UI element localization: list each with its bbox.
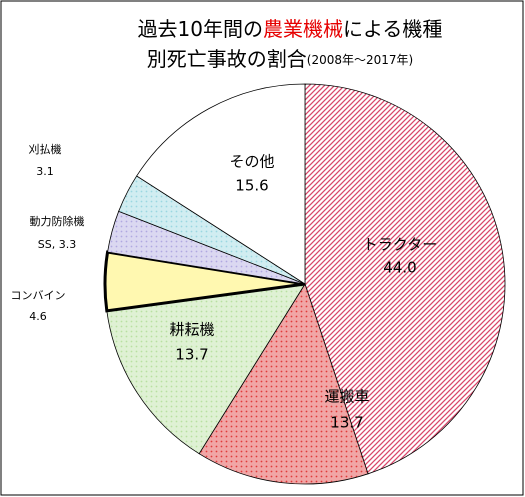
slice-label: 動力防除機: [30, 214, 85, 228]
slice-label: 刈払機: [29, 142, 62, 156]
slice-label: その他: [229, 153, 274, 171]
title-part: 過去10年間の: [138, 17, 263, 41]
title-highlight: 農業機械: [263, 17, 343, 41]
slice-label: 運搬車: [324, 388, 369, 406]
slice-label: コンバイン: [11, 289, 66, 302]
value-label: 15.6: [235, 177, 268, 195]
pie: [105, 84, 505, 484]
value-label: 4.6: [29, 310, 47, 323]
subtitle: (2008年～2017年): [307, 53, 413, 67]
chart: 過去10年間の農業機械による機種 別死亡事故の割合(2008年～2017年) ト…: [0, 0, 525, 497]
value-label: 44.0: [383, 259, 416, 277]
value-label: 13.7: [330, 414, 363, 432]
slice-label: 耕耘機: [169, 321, 214, 339]
title-part: による機種: [343, 17, 442, 41]
value-label: SS, 3.3: [38, 238, 76, 251]
slice-label: トラクター: [363, 236, 437, 254]
value-label: 3.1: [36, 165, 54, 178]
value-label: 13.7: [175, 346, 208, 364]
title-part: 別死亡事故の割合: [147, 47, 307, 71]
chart-title: 過去10年間の農業機械による機種: [138, 17, 443, 41]
